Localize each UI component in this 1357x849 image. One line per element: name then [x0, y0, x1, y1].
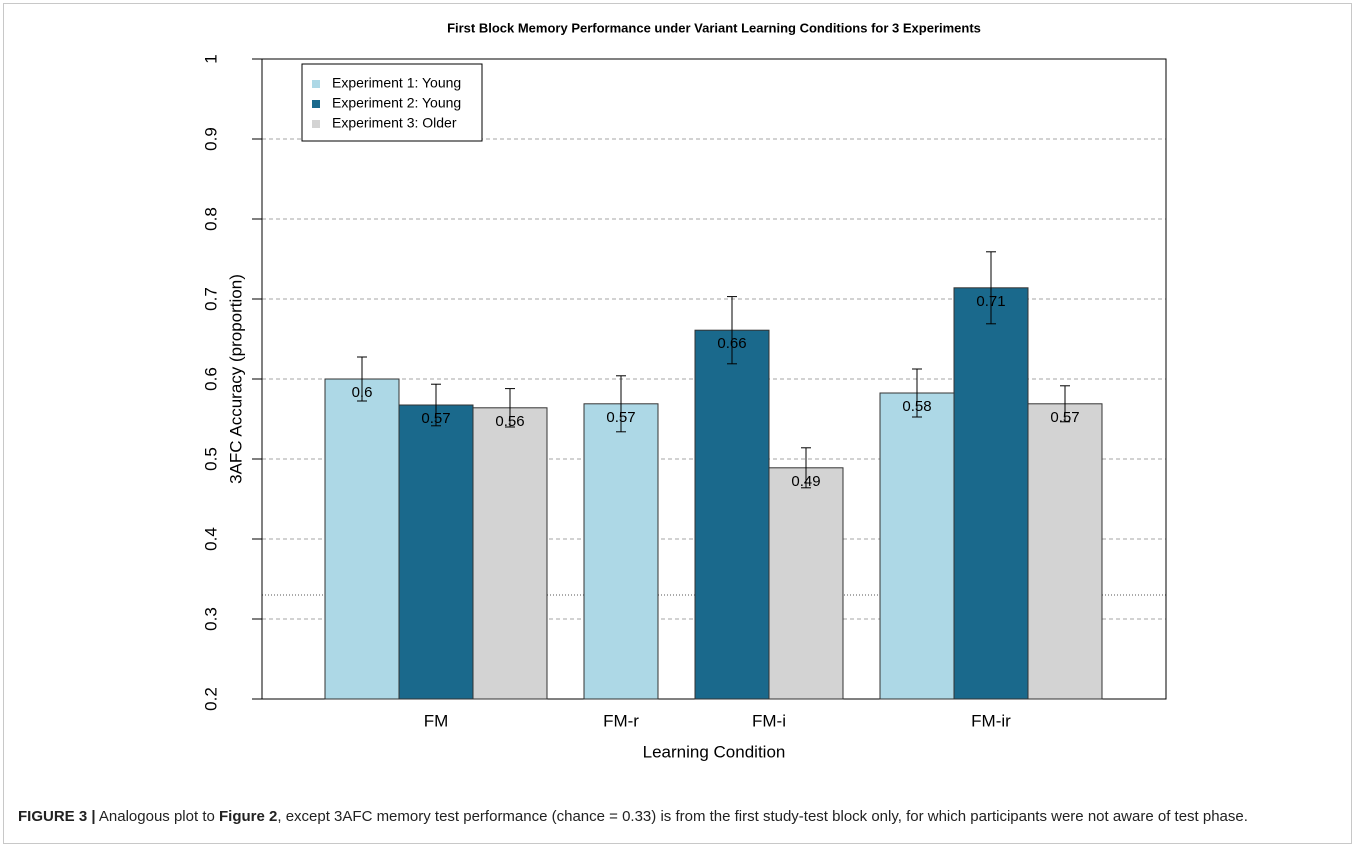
bar	[583, 403, 659, 700]
x-axis-label: Learning Condition	[643, 742, 786, 761]
caption: FIGURE 3 | Analogous plot to Figure 2, e…	[18, 806, 1338, 827]
legend-label: Experiment 1: Young	[332, 75, 461, 91]
bar	[1027, 403, 1103, 700]
x-tick-label: FM-ir	[971, 711, 1011, 730]
y-tick-label: 0.2	[201, 687, 220, 711]
chart: First Block Memory Performance under Var…	[201, 20, 1167, 761]
legend-label: Experiment 2: Young	[332, 95, 461, 111]
y-tick-label: 0.9	[201, 127, 220, 151]
legend-swatch	[312, 100, 320, 108]
y-tick-label: 0.7	[201, 287, 220, 311]
value-label: 0.66	[717, 335, 746, 352]
value-label: 0.58	[902, 398, 931, 415]
error-bar	[1060, 385, 1070, 423]
y-axis-label: 3AFC Accuracy (proportion)	[226, 274, 245, 484]
value-label: 0.57	[421, 410, 450, 427]
error-bar	[986, 251, 996, 325]
caption-text: Analogous plot to	[98, 808, 215, 825]
value-label: 0.57	[606, 409, 635, 426]
error-bar	[801, 447, 811, 489]
x-tick-label: FM-i	[752, 711, 786, 730]
value-label: 0.71	[976, 293, 1005, 310]
y-tick-label: 0.4	[201, 527, 220, 551]
chart-title: First Block Memory Performance under Var…	[447, 20, 981, 35]
y-tick-label: 0.8	[201, 207, 220, 231]
figure-frame	[3, 3, 1352, 844]
bar	[694, 329, 770, 700]
bar	[472, 407, 548, 700]
bar	[953, 287, 1029, 700]
bar	[879, 392, 955, 700]
x-tick-label: FM	[424, 711, 449, 730]
caption-ref: Figure 2	[219, 808, 278, 825]
caption-label: FIGURE 3	[18, 808, 88, 825]
legend-box	[301, 63, 483, 142]
error-bar	[727, 296, 737, 365]
caption-separator: |	[91, 808, 96, 825]
y-tick-label: 0.3	[201, 607, 220, 631]
y-tick-label: 0.6	[201, 367, 220, 391]
caption-text: , except 3AFC memory test performance (c…	[277, 808, 1248, 825]
legend-label: Experiment 3: Older	[332, 115, 457, 131]
legend-swatch	[312, 80, 320, 88]
legend-swatch	[312, 120, 320, 128]
bar	[324, 378, 400, 700]
x-tick-label: FM-r	[603, 711, 639, 730]
value-label: 0.56	[495, 413, 524, 430]
error-bar	[912, 368, 922, 418]
error-bar	[431, 383, 441, 427]
error-bar	[505, 388, 515, 428]
bar	[768, 467, 844, 700]
error-bar	[616, 375, 626, 433]
value-label: 0.57	[1050, 409, 1079, 426]
y-tick-label: 0.5	[201, 447, 220, 471]
value-label: 0.6	[352, 384, 373, 401]
error-bar	[357, 356, 367, 402]
value-label: 0.49	[791, 473, 820, 490]
y-tick-label: 1	[201, 54, 220, 63]
bar	[398, 404, 474, 700]
